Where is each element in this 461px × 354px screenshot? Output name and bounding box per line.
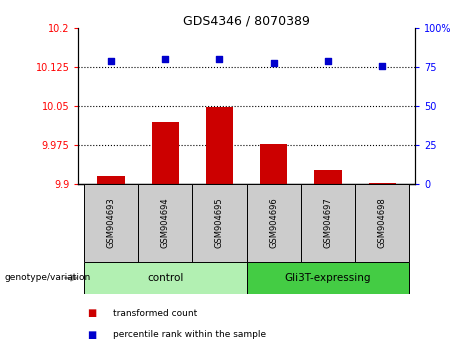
Point [378,63,386,69]
Text: ■: ■ [88,330,97,340]
Text: control: control [147,273,183,283]
Bar [260,144,287,184]
Bar [192,184,247,262]
Text: GSM904695: GSM904695 [215,198,224,249]
Bar [97,176,124,184]
Text: GSM904694: GSM904694 [161,198,170,249]
Bar [247,184,301,262]
Bar [84,184,138,262]
Text: percentile rank within the sample: percentile rank within the sample [113,330,266,339]
Bar [247,262,409,294]
Text: GSM904693: GSM904693 [106,198,115,249]
Point [161,57,169,62]
Text: transformed count: transformed count [113,309,197,318]
Bar [152,122,179,184]
Text: genotype/variation: genotype/variation [5,273,91,282]
Point [270,60,278,65]
Bar [84,262,247,294]
Bar [355,184,409,262]
Bar [206,107,233,184]
Bar [301,184,355,262]
Text: Gli3T-expressing: Gli3T-expressing [285,273,371,283]
Bar [138,184,192,262]
Bar [369,183,396,184]
Text: GSM904698: GSM904698 [378,198,387,249]
Text: GSM904696: GSM904696 [269,198,278,249]
Point [325,58,332,64]
Title: GDS4346 / 8070389: GDS4346 / 8070389 [183,14,310,27]
Point [107,58,115,64]
Text: ■: ■ [88,308,97,318]
Point [216,57,223,62]
Bar [314,170,342,184]
Text: GSM904697: GSM904697 [324,198,332,249]
